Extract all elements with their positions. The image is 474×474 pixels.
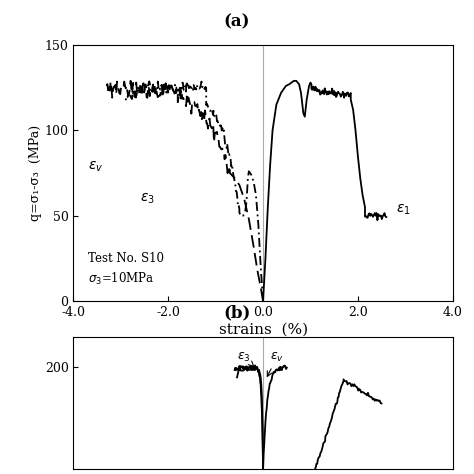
Y-axis label: q=σ₁-σ₃  (MPa): q=σ₁-σ₃ (MPa) bbox=[29, 125, 42, 221]
Text: $\varepsilon_v$: $\varepsilon_v$ bbox=[267, 350, 284, 376]
Text: $\varepsilon_3$: $\varepsilon_3$ bbox=[140, 192, 155, 206]
Text: (a): (a) bbox=[224, 13, 250, 30]
X-axis label: strains  (%): strains (%) bbox=[219, 323, 308, 337]
Text: Test No. S10
$\sigma_3$=10MPa: Test No. S10 $\sigma_3$=10MPa bbox=[88, 252, 164, 287]
Text: (b): (b) bbox=[223, 305, 251, 321]
Text: $\varepsilon_v$: $\varepsilon_v$ bbox=[88, 160, 103, 174]
Text: $\varepsilon_3$: $\varepsilon_3$ bbox=[237, 350, 254, 366]
Text: $\varepsilon_1$: $\varepsilon_1$ bbox=[396, 202, 410, 217]
